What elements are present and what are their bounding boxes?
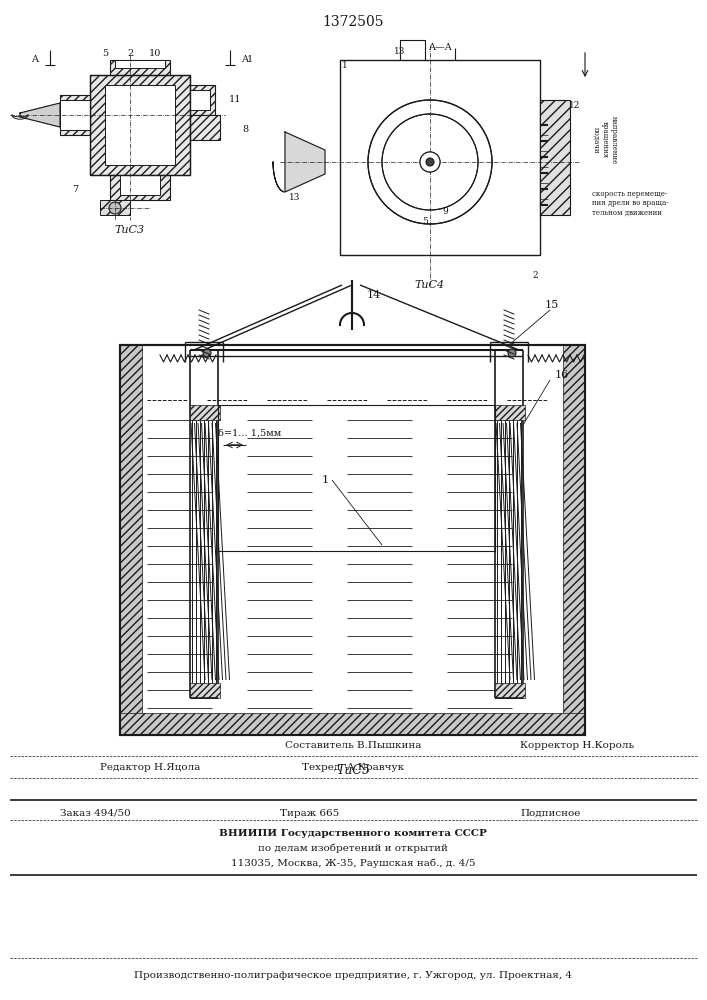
- Bar: [100, 200, 130, 215]
- Text: 113035, Москва, Ж-35, Раушская наб., д. 4/5: 113035, Москва, Ж-35, Раушская наб., д. …: [230, 858, 475, 868]
- Text: 12: 12: [569, 101, 580, 109]
- Text: 13: 13: [289, 192, 300, 202]
- Text: ΤиС5: ΤиС5: [336, 764, 370, 776]
- Text: 1: 1: [322, 475, 329, 485]
- Text: 8: 8: [242, 125, 248, 134]
- Text: Корректор Н.Король: Корректор Н.Король: [520, 742, 634, 750]
- Bar: [540, 100, 570, 215]
- Text: 15: 15: [545, 300, 559, 310]
- Bar: [120, 713, 585, 735]
- Bar: [430, 114, 485, 210]
- Text: 9: 9: [442, 208, 448, 217]
- Text: A: A: [32, 55, 38, 64]
- Bar: [495, 405, 525, 420]
- Text: Редактор Н.Яцола: Редактор Н.Яцола: [100, 764, 200, 772]
- Text: 1: 1: [247, 55, 253, 64]
- Bar: [120, 345, 585, 735]
- Bar: [60, 95, 90, 135]
- Text: A—A: A—A: [428, 43, 452, 52]
- Bar: [110, 60, 170, 75]
- Text: 10: 10: [148, 48, 161, 57]
- Text: Составитель В.Пышкина: Составитель В.Пышкина: [285, 742, 421, 750]
- Text: ΤиС4: ΤиС4: [415, 280, 445, 290]
- Bar: [110, 175, 170, 200]
- Text: ΤиС3: ΤиС3: [115, 225, 145, 235]
- Text: Подписное: Подписное: [520, 808, 580, 818]
- Bar: [340, 243, 540, 255]
- Text: A: A: [242, 55, 248, 64]
- Text: 1: 1: [342, 60, 348, 70]
- Bar: [190, 85, 215, 115]
- Bar: [430, 114, 485, 210]
- Bar: [190, 115, 220, 140]
- Bar: [190, 405, 220, 420]
- Text: ВНИИПИ Государственного комитета СССР: ВНИИПИ Государственного комитета СССР: [219, 828, 487, 838]
- Text: 5: 5: [102, 48, 108, 57]
- Circle shape: [203, 349, 211, 357]
- Bar: [105, 85, 175, 165]
- Text: Заказ 494/50: Заказ 494/50: [60, 808, 131, 818]
- Bar: [190, 683, 220, 698]
- Text: Техред  А.Кравчук: Техред А.Кравчук: [302, 764, 404, 772]
- Bar: [340, 60, 352, 255]
- Bar: [60, 100, 90, 130]
- Text: Производственно-полиграфическое предприятие, г. Ужгород, ул. Проектная, 4: Производственно-полиграфическое предприя…: [134, 972, 572, 980]
- Circle shape: [420, 152, 440, 172]
- Bar: [495, 683, 525, 698]
- Text: направление
вращения
подачи: направление вращения подачи: [592, 116, 618, 164]
- Text: 2: 2: [127, 48, 133, 57]
- Text: 14: 14: [367, 290, 381, 300]
- Circle shape: [420, 152, 440, 172]
- Text: 7: 7: [72, 186, 78, 194]
- Bar: [563, 345, 585, 735]
- Bar: [340, 60, 540, 255]
- Text: скорость перемеще-
ния дрели во враща-
тельном движении: скорость перемеще- ния дрели во враща- т…: [592, 190, 669, 216]
- Bar: [190, 90, 210, 110]
- Bar: [120, 175, 160, 195]
- Bar: [120, 345, 142, 735]
- Text: по делам изобретений и открытий: по делам изобретений и открытий: [258, 843, 448, 853]
- Bar: [218, 405, 495, 551]
- Polygon shape: [285, 132, 325, 192]
- Bar: [90, 75, 190, 175]
- Circle shape: [426, 158, 434, 166]
- Circle shape: [109, 202, 121, 214]
- Bar: [120, 345, 585, 735]
- Polygon shape: [20, 103, 60, 127]
- Bar: [115, 60, 165, 68]
- Text: 13: 13: [395, 47, 406, 56]
- Text: 16: 16: [555, 370, 569, 380]
- Text: 1372505: 1372505: [322, 15, 384, 29]
- Text: 5: 5: [422, 218, 428, 227]
- Text: 11: 11: [229, 96, 241, 104]
- Text: 2: 2: [532, 270, 538, 279]
- Bar: [528, 60, 540, 255]
- Circle shape: [508, 349, 516, 357]
- Bar: [340, 60, 540, 72]
- Text: δ=1... 1,5мм: δ=1... 1,5мм: [218, 428, 281, 438]
- Text: Тираж 665: Тираж 665: [280, 808, 339, 818]
- Circle shape: [426, 158, 434, 166]
